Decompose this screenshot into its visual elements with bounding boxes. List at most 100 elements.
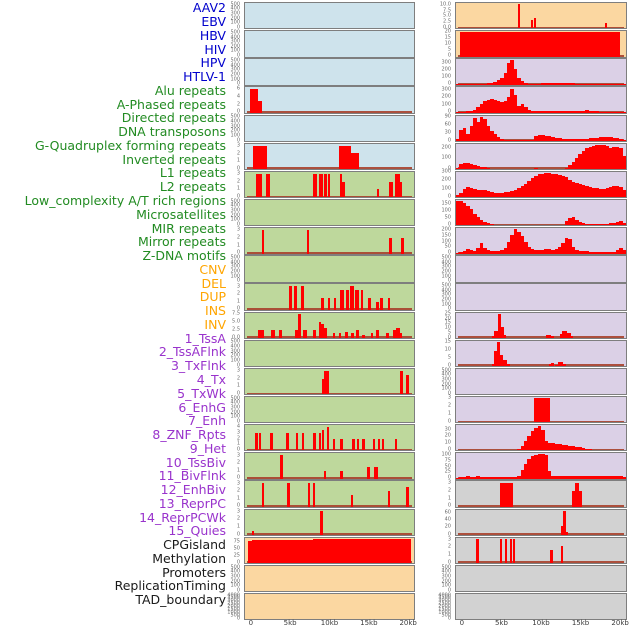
track-label: 5_TxWk (177, 385, 226, 401)
data-bar (551, 443, 555, 451)
data-bar (568, 139, 572, 141)
data-bar (375, 330, 380, 338)
data-bar (352, 438, 355, 451)
data-bar (326, 539, 330, 564)
data-bar (456, 477, 460, 479)
y-axis-ticks: 500 400 300 200 100 0 (415, 255, 453, 283)
data-bar (375, 301, 379, 310)
data-bar (493, 192, 497, 198)
data-bar (368, 298, 371, 310)
y-tick-label: 7.5 (443, 7, 451, 14)
data-bar (265, 540, 269, 564)
y-tick-label: 300 (441, 168, 451, 175)
x-tick-label: 20kb (399, 619, 417, 627)
data-bar (312, 483, 316, 507)
y-tick-label: 10 (444, 40, 451, 47)
data-bar (353, 539, 357, 564)
track-panel-MIR repeats (244, 452, 415, 480)
data-bar (287, 483, 290, 507)
data-bar (544, 110, 548, 113)
y-tick-label: 3 (236, 452, 240, 459)
y-tick-label: 300 (230, 263, 240, 270)
data-bar (602, 224, 606, 226)
y-tick-label: 50 (444, 243, 451, 250)
y-tick-label: 400 (230, 118, 240, 125)
track-label: DEL (201, 275, 227, 291)
y-tick-label: 100 (230, 413, 240, 420)
track-panel-7_Enh (455, 227, 627, 255)
data-bar (604, 22, 607, 29)
data-bar (598, 137, 603, 141)
data-bar (554, 443, 559, 451)
y-tick-label: 0 (447, 587, 451, 594)
y-axis-ticks: 30 20 10 0 (415, 424, 453, 453)
data-bar (513, 539, 516, 564)
data-bar (544, 82, 548, 85)
data-bar (366, 539, 371, 564)
y-tick-label: 5 (447, 354, 451, 361)
data-bar (619, 84, 623, 85)
track-panel-A-Phased repeats (244, 198, 415, 227)
y-tick-label: 300 (441, 59, 451, 66)
data-bar (585, 148, 589, 170)
data-bar (298, 314, 301, 338)
zero-baseline (458, 167, 624, 170)
track-label: G-Quadruplex forming repeats (34, 137, 226, 153)
data-bar (546, 335, 549, 338)
data-bar (486, 191, 491, 198)
track-label: DUP (199, 289, 226, 305)
y-tick-label: 2 (447, 543, 451, 550)
data-bar (403, 538, 408, 564)
y-axis-ticks: 15 10 5 0 (415, 339, 453, 368)
data-bar (520, 236, 525, 254)
y-tick-label: 500 (441, 612, 451, 619)
track-panel-Directed repeats (244, 227, 415, 255)
y-tick-label: 0 (236, 587, 240, 594)
data-bar (356, 438, 360, 451)
data-bar (346, 539, 350, 564)
data-bar (279, 455, 284, 479)
data-bar (460, 31, 621, 57)
data-bar (381, 438, 385, 451)
y-tick-label: 0 (447, 474, 451, 481)
data-bar (541, 430, 545, 451)
y-tick-label: 2 (236, 178, 240, 185)
data-bar (524, 107, 528, 113)
data-bar (544, 441, 548, 451)
data-bar (504, 539, 507, 564)
data-bar (558, 476, 562, 479)
y-tick-label: 0 (236, 193, 240, 200)
data-bar (566, 531, 568, 535)
y-tick-label: 0 (236, 502, 240, 509)
y-tick-label: 90 (444, 113, 451, 120)
data-bar (479, 104, 484, 113)
y-tick-label: 0 (236, 559, 240, 566)
y-tick-label: 400 (441, 568, 451, 575)
track-label: 6_EnhG (178, 399, 226, 415)
y-tick-label: 0 (447, 221, 451, 228)
data-bar (561, 476, 565, 479)
data-bar (502, 360, 507, 367)
y-tick-label: 400 (441, 287, 451, 294)
data-bar (561, 138, 565, 141)
track-panel-TAD_boundary (455, 592, 627, 621)
y-tick-label: 2.5 (443, 18, 451, 25)
data-bar (592, 449, 596, 451)
y-tick-label: 0 (236, 108, 240, 115)
data-bar (524, 463, 528, 479)
track-label: Inverted repeats (122, 151, 226, 167)
track-panel-Mirror repeats (244, 480, 415, 508)
y-tick-label: 400 (230, 62, 240, 69)
data-bar (568, 110, 572, 113)
data-bar (564, 82, 569, 85)
y-tick-label: 3000 (438, 597, 451, 604)
track-panel-15_Quies (455, 452, 627, 480)
y-tick-label: 2 (236, 290, 240, 297)
data-bar (575, 476, 579, 479)
y-tick-label: 20 (444, 315, 451, 322)
data-bar (496, 80, 501, 85)
track-panel-HBV (244, 58, 415, 86)
track-panel-INS (455, 2, 627, 30)
y-tick-label: 300 (441, 86, 451, 93)
